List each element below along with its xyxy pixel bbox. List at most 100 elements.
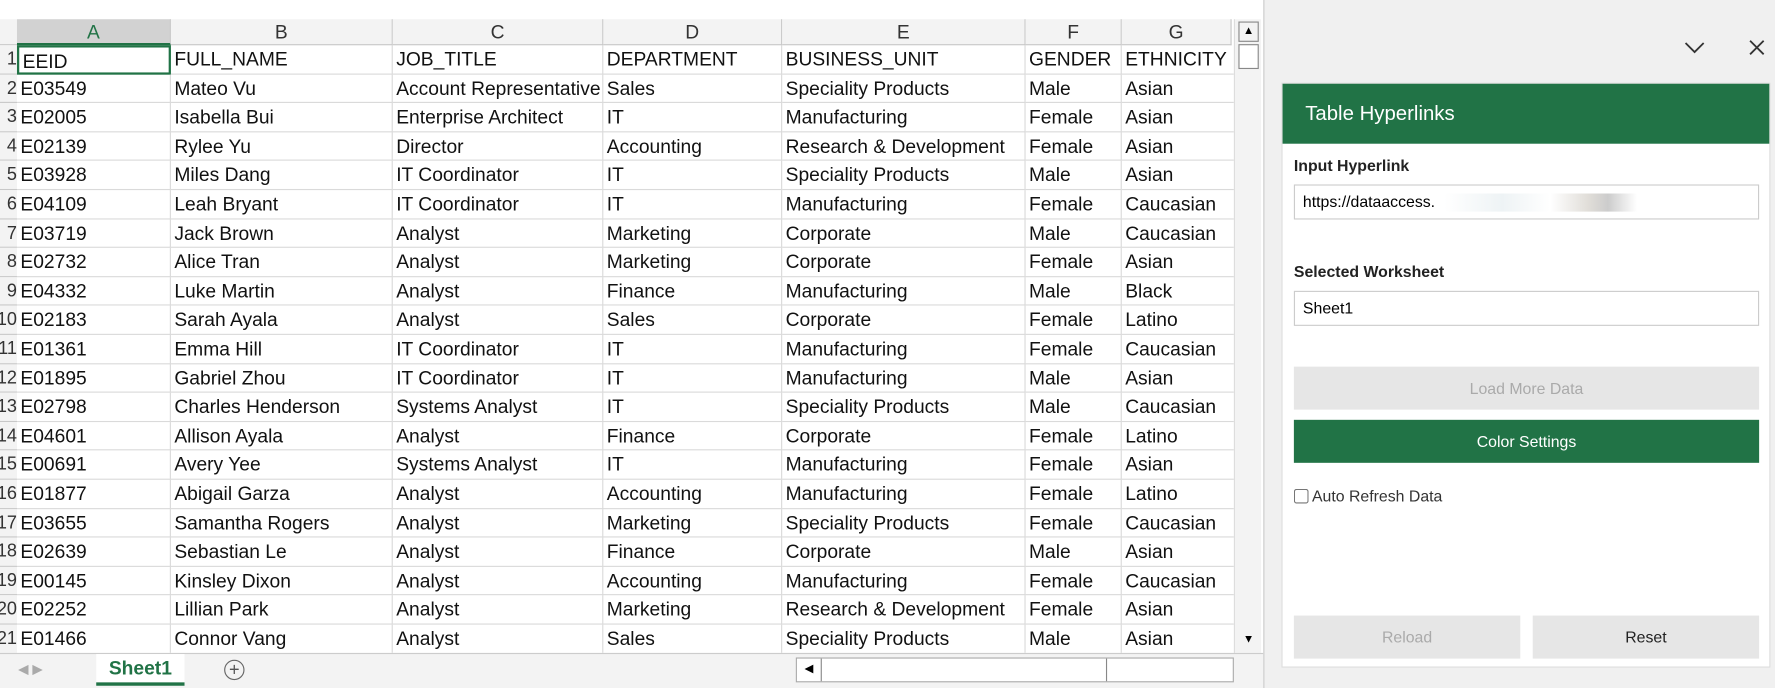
cell: Systems Analyst — [392, 392, 604, 422]
checkbox[interactable] — [1293, 488, 1309, 504]
cell: Analyst — [392, 305, 604, 335]
tab-nav[interactable]: ◀ ▶ — [18, 660, 43, 677]
scroll-thumb[interactable] — [1238, 44, 1259, 70]
column-header: A — [16, 19, 171, 46]
cell: Finance — [603, 277, 783, 306]
row-number: 11 — [0, 334, 17, 364]
cell: Sales — [603, 305, 783, 335]
cell: Analyst — [392, 624, 604, 653]
cell: Female — [1025, 508, 1122, 538]
cell: Samantha Rogers — [170, 508, 393, 538]
cell: IT — [603, 334, 783, 364]
cell: IT Coordinator — [392, 161, 604, 191]
row-number: 6 — [0, 190, 17, 220]
input-label: Input Hyperlink — [1293, 156, 1410, 175]
cell: Sebastian Le — [170, 537, 393, 567]
cell: E02732 — [16, 248, 171, 277]
cell: Female — [1025, 103, 1122, 133]
row-number: 3 — [0, 103, 17, 133]
cell: Asian — [1121, 596, 1234, 625]
cell: IT Coordinator — [392, 190, 604, 220]
row-number: 21 — [0, 624, 17, 653]
cell: IT Coordinator — [392, 363, 604, 393]
cell: Alice Tran — [170, 248, 393, 277]
cell: E03549 — [16, 74, 171, 104]
cell: Accounting — [603, 566, 783, 596]
cell: Male — [1025, 624, 1122, 653]
cell: Female — [1025, 190, 1122, 220]
cell: Male — [1025, 219, 1122, 249]
cell: Analyst — [392, 277, 604, 306]
cell: Sales — [603, 624, 783, 653]
row-number: 12 — [0, 363, 17, 393]
cell: Manufacturing — [782, 479, 1026, 509]
scroll-up[interactable]: ▲ — [1238, 21, 1259, 42]
add-sheet[interactable]: + — [224, 659, 245, 681]
cell: Miles Dang — [170, 161, 393, 191]
hyperlink-input[interactable]: https://dataaccess. — [1293, 184, 1760, 220]
cell: E01361 — [16, 334, 171, 364]
cell: Female — [1025, 421, 1122, 451]
column-header: D — [603, 19, 783, 46]
cell: Luke Martin — [170, 277, 393, 306]
cell: Female — [1025, 248, 1122, 277]
cell: Male — [1025, 392, 1122, 422]
row-number: 19 — [0, 566, 17, 596]
row-number: 5 — [0, 161, 17, 191]
cell: E04601 — [16, 421, 171, 451]
horizontal-scrollbar[interactable]: ◀ — [795, 657, 1234, 683]
vertical-scrollbar[interactable]: ▲ ▼ — [1233, 19, 1262, 653]
collapse-icon[interactable] — [1683, 38, 1706, 56]
cell: E03655 — [16, 508, 171, 538]
scroll-left[interactable]: ◀ — [797, 658, 822, 682]
input-value: https://dataaccess. — [1302, 192, 1436, 211]
cell: Manufacturing — [782, 277, 1026, 306]
header-cell[interactable]: EEID — [16, 45, 171, 75]
cell: Female — [1025, 132, 1122, 162]
cell: Male — [1025, 277, 1122, 306]
row-number: 9 — [0, 277, 17, 306]
checkbox-label: Auto Refresh Data — [1311, 486, 1443, 505]
cell: Manufacturing — [782, 450, 1026, 480]
cell: Marketing — [603, 219, 783, 249]
cell: Asian — [1121, 538, 1234, 567]
cell: Caucasian — [1121, 567, 1234, 596]
cell: IT — [603, 161, 783, 191]
header-cell: JOB_TITLE — [392, 45, 604, 75]
cell: Charles Henderson — [170, 392, 393, 422]
cell: Caucasian — [1121, 219, 1234, 249]
reload-button[interactable]: Reload — [1293, 615, 1521, 659]
cell: E01466 — [16, 624, 171, 653]
panel-title: Table Hyperlinks — [1282, 83, 1770, 144]
cell: Corporate — [782, 219, 1026, 249]
sheet-tab[interactable]: Sheet1 — [96, 654, 185, 686]
reset-button[interactable]: Reset — [1532, 615, 1760, 659]
close-icon[interactable] — [1748, 38, 1766, 56]
scroll-down[interactable]: ▼ — [1242, 633, 1255, 647]
cell: Caucasian — [1121, 509, 1234, 538]
header-cell: BUSINESS_UNIT — [782, 45, 1026, 75]
cell: Research & Development — [782, 595, 1026, 625]
cell: E02639 — [16, 537, 171, 567]
column-header: G — [1121, 19, 1232, 46]
cell: Enterprise Architect — [392, 103, 604, 133]
panel-card: Table Hyperlinks Input Hyperlink https:/… — [1281, 82, 1771, 668]
cell: Allison Ayala — [170, 421, 393, 451]
scroll-thumb[interactable] — [822, 658, 1108, 682]
row-number: 1 — [0, 45, 17, 75]
cell: Lillian Park — [170, 595, 393, 625]
cell: Director — [392, 132, 604, 162]
cell: Rylee Yu — [170, 132, 393, 162]
cell: Caucasian — [1121, 190, 1234, 220]
cell: Sales — [603, 74, 783, 104]
auto-refresh[interactable]: Auto Refresh Data — [1293, 486, 1443, 505]
corner — [0, 19, 17, 46]
cell: Analyst — [392, 421, 604, 451]
color-button[interactable]: Color Settings — [1293, 419, 1760, 463]
cell: IT — [603, 103, 783, 133]
worksheet-input[interactable]: Sheet1 — [1293, 290, 1760, 326]
load-button[interactable]: Load More Data — [1293, 366, 1760, 410]
cell: Gabriel Zhou — [170, 363, 393, 393]
cell: Corporate — [782, 421, 1026, 451]
